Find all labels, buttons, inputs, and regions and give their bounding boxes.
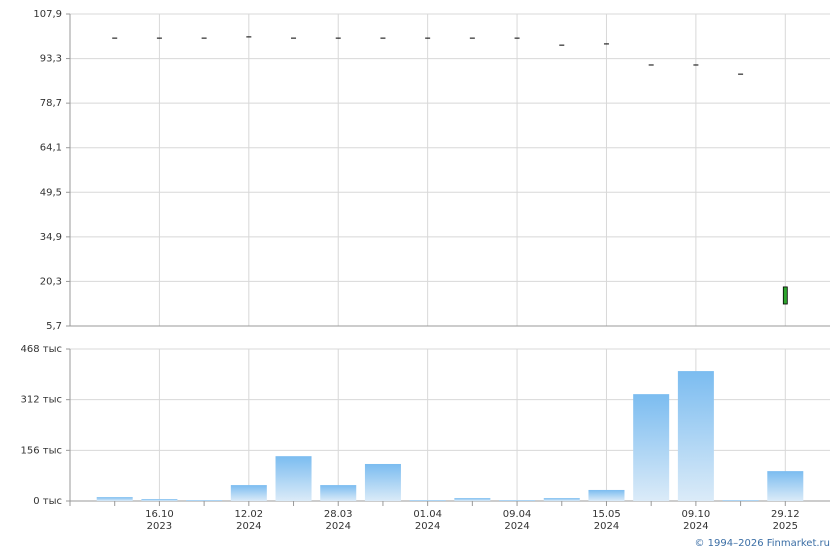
volume-bar [499,500,536,501]
candle [514,37,520,39]
x-tick-label: 16.10 [145,509,174,520]
candle [693,64,699,66]
candle [246,36,252,38]
candle [603,43,609,45]
volume-bar [409,500,446,501]
x-tick-label: 12.02 [235,509,264,520]
candle [738,73,744,75]
y-tick-label: 5,7 [46,321,62,332]
x-tick-label: 09.10 [682,509,711,520]
y-tick-label: 468 тыс [21,344,62,355]
x-tick-year: 2024 [594,521,619,532]
x-tick-label: 01.04 [413,509,442,520]
x-tick-year: 2024 [504,521,529,532]
x-tick-year: 2024 [236,521,261,532]
candle [201,37,207,39]
volume-bar [722,500,759,501]
volume-bar [186,500,223,501]
y-tick-label: 93,3 [40,54,62,65]
footer: © 1994–2026 Finmarket.ru [694,538,830,549]
x-tick-label: 09.04 [503,509,532,520]
volume-bar [543,498,580,501]
y-tick-label: 20,3 [40,276,62,287]
volume-bar [96,497,133,501]
candle [112,37,118,39]
candle [335,37,341,39]
y-tick-label: 107,9 [33,9,62,20]
y-tick-label: 0 тыс [33,496,62,507]
candle [782,286,788,305]
x-tick-year: 2025 [773,521,798,532]
volume-bar [230,485,267,501]
volume-bar [320,485,357,501]
candle [425,37,431,39]
x-tick-year: 2023 [147,521,172,532]
y-tick-label: 64,1 [40,143,62,154]
volume-bar [364,463,401,501]
x-tick-year: 2024 [326,521,351,532]
y-tick-label: 34,9 [40,232,62,243]
candle [380,37,386,39]
volume-bar [275,456,312,501]
x-tick-label: 15.05 [592,509,621,520]
x-tick-label: 28.03 [324,509,353,520]
y-tick-label: 312 тыс [21,395,62,406]
volume-bar [677,371,714,501]
x-tick-label: 29.12 [771,509,800,520]
y-tick-label: 156 тыс [21,445,62,456]
volume-bar [141,499,178,501]
y-tick-label: 49,5 [40,187,62,198]
x-tick-year: 2024 [415,521,440,532]
candle [559,44,565,46]
x-tick-year: 2024 [683,521,708,532]
candle [648,64,654,66]
volume-bar [633,394,670,501]
candle [469,37,475,39]
y-tick-label: 78,7 [40,98,62,109]
volume-bar [588,489,625,501]
candle [156,37,162,39]
candle [291,37,297,39]
volume-bar [767,471,804,501]
volume-bar [454,498,491,501]
